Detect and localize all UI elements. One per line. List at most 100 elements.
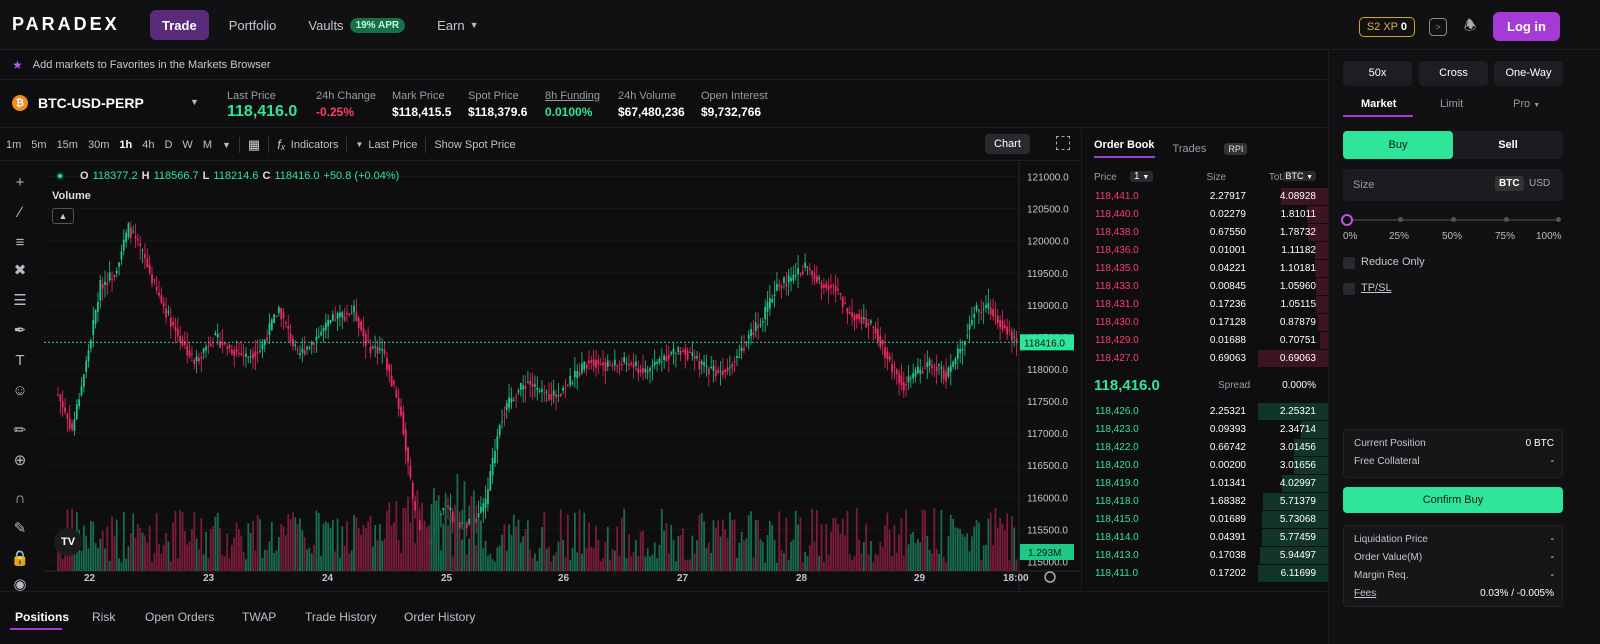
pct-100[interactable]: 100%	[1536, 231, 1562, 242]
pct-25[interactable]: 25%	[1389, 231, 1410, 242]
chevron-down-icon[interactable]: ▼	[221, 139, 231, 150]
bid-row[interactable]: 118,415.0 0.01689 5.73068	[1082, 510, 1328, 528]
tick-size-select[interactable]: 1 ▼	[1130, 171, 1154, 182]
tab-pro[interactable]: Pro ▼	[1513, 98, 1540, 110]
tab-order-history[interactable]: Order History	[404, 610, 476, 624]
ask-row[interactable]: 118,433.0 0.00845 1.05960	[1082, 277, 1328, 295]
bid-row[interactable]: 118,414.0 0.04391 5.77459	[1082, 528, 1328, 546]
fullscreen-icon[interactable]	[1056, 136, 1070, 150]
terminal-icon[interactable]: >	[1429, 17, 1447, 36]
ask-row[interactable]: 118,436.0 0.01001 1.11182	[1082, 241, 1328, 259]
size-input[interactable]: Size BTC USD	[1343, 169, 1563, 201]
horizontal-lines-icon[interactable]: ≡	[15, 234, 25, 251]
bid-row[interactable]: 118,422.0 0.66742 3.01456	[1082, 438, 1328, 456]
brush-icon[interactable]: ✒	[13, 322, 27, 339]
show-spot-price-button[interactable]: Show Spot Price	[434, 138, 516, 151]
magnet-icon[interactable]: ∩	[14, 490, 26, 507]
lock-drawing-icon[interactable]: ✎	[13, 520, 27, 537]
tab-market[interactable]: Market	[1361, 98, 1397, 110]
price-chart-area[interactable]: 121000.0 120500.0 120000.0 119500.0 119000.0…	[44, 162, 1080, 590]
timeframe-m[interactable]: M	[202, 138, 212, 151]
timeframe-30m[interactable]: 30m	[87, 138, 110, 151]
ruler-icon[interactable]: ✏	[13, 422, 27, 439]
bid-row[interactable]: 118,418.0 1.68382 5.71379	[1082, 492, 1328, 510]
bid-row[interactable]: 118,419.0 1.01341 4.02997	[1082, 474, 1328, 492]
ask-row[interactable]: 118,430.0 0.17128 0.87879	[1082, 313, 1328, 331]
stat-8h-funding[interactable]: 8h Funding 0.0100%	[545, 90, 600, 119]
paradex-logo[interactable]: PARADEX	[12, 14, 120, 34]
tab-risk[interactable]: Risk	[92, 610, 116, 624]
star-icon[interactable]: ★	[12, 58, 23, 72]
timeframe-d[interactable]: D	[164, 138, 173, 151]
tab-open-orders[interactable]: Open Orders	[145, 610, 215, 624]
ask-row[interactable]: 118,441.0 2.27917 4.08928	[1082, 187, 1328, 205]
crosshair-icon[interactable]: +	[15, 174, 25, 191]
timeframe-5m[interactable]: 5m	[31, 138, 47, 151]
bid-row[interactable]: 118,413.0 0.17038 5.94497	[1082, 546, 1328, 564]
slider-knob[interactable]	[1341, 214, 1353, 226]
trendline-icon[interactable]: ∕	[18, 204, 22, 221]
sell-button[interactable]: Sell	[1498, 139, 1518, 151]
ask-row[interactable]: 118,427.0 0.69063 0.69063	[1082, 349, 1328, 367]
confirm-buy-button[interactable]: Confirm Buy	[1343, 487, 1563, 513]
size-slider[interactable]	[1341, 214, 1561, 226]
rpi-badge[interactable]: RPI	[1224, 142, 1248, 155]
nav-vaults[interactable]: Vaults 19% APR	[296, 10, 417, 40]
tpsl-checkbox[interactable]	[1343, 283, 1355, 295]
emoji-icon[interactable]: ☺	[12, 382, 28, 399]
indicators-button[interactable]: fₓ Indicators	[277, 137, 338, 152]
tpsl-label[interactable]: TP/SL	[1361, 282, 1392, 294]
total-unit-select[interactable]: BTC ▼	[1282, 171, 1316, 181]
tab-twap[interactable]: TWAP	[242, 610, 277, 624]
ask-row[interactable]: 118,440.0 0.02279 1.81011	[1082, 205, 1328, 223]
timeframe-15m[interactable]: 15m	[56, 138, 78, 151]
login-button[interactable]: Log in	[1493, 12, 1560, 41]
chevron-down-icon[interactable]: ▼	[190, 97, 199, 107]
bid-row[interactable]: 118,420.0 0.00200 3.01656	[1082, 456, 1328, 474]
unit-btc[interactable]: BTC	[1495, 176, 1524, 191]
eye-icon[interactable]: ◉	[13, 576, 27, 593]
pct-0[interactable]: 0%	[1343, 231, 1358, 242]
chart-view-button[interactable]: Chart	[985, 134, 1030, 154]
xp-badge[interactable]: S2 XP 0	[1358, 16, 1415, 37]
lock-icon[interactable]: 🔒	[10, 550, 30, 567]
ask-row[interactable]: 118,435.0 0.04221 1.10181	[1082, 259, 1328, 277]
unit-usd[interactable]: USD	[1529, 178, 1551, 189]
ask-row[interactable]: 118,431.0 0.17236 1.05115	[1082, 295, 1328, 313]
tab-limit[interactable]: Limit	[1440, 98, 1464, 110]
tab-positions[interactable]: Positions	[15, 610, 70, 624]
timeframe-1h[interactable]: 1h	[119, 138, 133, 151]
tradingview-logo[interactable]: TV	[54, 528, 82, 556]
tab-order-book[interactable]: Order Book	[1094, 139, 1155, 158]
buy-button[interactable]: Buy	[1343, 131, 1453, 159]
text-icon[interactable]: T	[15, 352, 25, 369]
position-mode-button[interactable]: One-Way	[1494, 61, 1563, 86]
candlestick-chart[interactable]: 121000.0 120500.0 120000.0 119500.0 119000.0…	[44, 162, 1080, 590]
bid-row[interactable]: 118,411.0 0.17202 6.11699	[1082, 564, 1328, 582]
pct-75[interactable]: 75%	[1495, 231, 1516, 242]
zoom-icon[interactable]: ⊕	[13, 452, 27, 469]
nav-portfolio[interactable]: Portfolio	[217, 10, 289, 40]
collapse-chevron-icon[interactable]: ▲	[52, 208, 74, 224]
candles-icon[interactable]: ▦	[247, 136, 261, 152]
ask-row[interactable]: 118,429.0 0.01688 0.70751	[1082, 331, 1328, 349]
bid-row[interactable]: 118,426.0 2.25321 2.25321	[1082, 402, 1328, 420]
leverage-button[interactable]: 50x	[1343, 61, 1412, 86]
pct-50[interactable]: 50%	[1442, 231, 1463, 242]
fib-icon[interactable]: ☰	[13, 292, 27, 309]
fees-label[interactable]: Fees	[1354, 588, 1377, 599]
last-price-button[interactable]: ▼ Last Price	[355, 139, 417, 151]
bell-icon[interactable]: 🕭	[1463, 16, 1477, 33]
nav-earn[interactable]: Earn ▼	[425, 10, 490, 40]
pitchfork-icon[interactable]: ✖	[13, 262, 27, 279]
timeframe-1m[interactable]: 1m	[6, 138, 22, 151]
nav-trade[interactable]: Trade	[150, 10, 209, 40]
market-selector[interactable]: ₿ BTC-USD-PERP	[12, 95, 144, 111]
bid-row[interactable]: 118,423.0 0.09393 2.34714	[1082, 420, 1328, 438]
timeframe-w[interactable]: W	[182, 138, 193, 151]
timeframe-4h[interactable]: 4h	[142, 138, 155, 151]
margin-mode-button[interactable]: Cross	[1419, 61, 1488, 86]
reduce-only-checkbox[interactable]	[1343, 257, 1355, 269]
tab-trade-history[interactable]: Trade History	[305, 610, 377, 624]
ask-row[interactable]: 118,438.0 0.67550 1.78732	[1082, 223, 1328, 241]
